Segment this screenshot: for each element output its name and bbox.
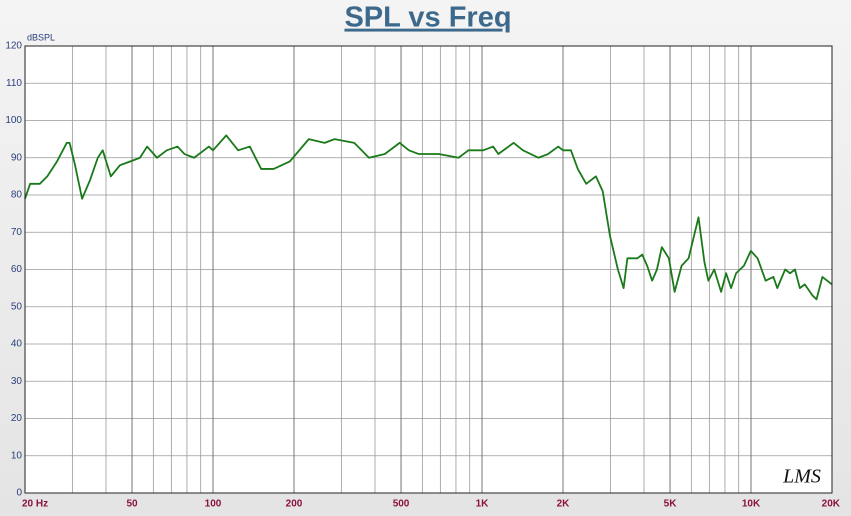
x-tick-label: 20K <box>822 499 841 510</box>
x-tick-label: 10K <box>742 499 761 510</box>
y-tick-label: 30 <box>11 376 23 387</box>
y-tick-label: 70 <box>11 227 23 238</box>
y-tick-label: 10 <box>11 450 23 461</box>
y-tick-label: 100 <box>5 115 22 126</box>
chart-title: SPL vs Freq <box>344 2 511 34</box>
y-tick-label: 120 <box>5 41 22 52</box>
x-tick-label: 100 <box>205 499 222 510</box>
watermark: LMS <box>782 466 821 488</box>
y-tick-label: 0 <box>16 488 22 499</box>
x-tick-label: 5K <box>664 499 678 510</box>
y-tick-label: 20 <box>11 413 23 424</box>
y-tick-label: 60 <box>11 264 23 275</box>
x-tick-label: 500 <box>393 499 410 510</box>
x-tick-label: 200 <box>286 499 303 510</box>
y-tick-label: 110 <box>6 78 22 89</box>
y-tick-label: 40 <box>11 339 23 350</box>
y-tick-label: 90 <box>11 152 23 163</box>
x-tick-label: 20 Hz <box>22 499 48 510</box>
response-curve <box>24 134 833 301</box>
y-tick-label: 50 <box>11 301 23 312</box>
plot-border <box>24 45 833 494</box>
x-tick-label: 50 <box>126 499 138 510</box>
x-tick-label: 1K <box>476 499 490 510</box>
y-tick-label: 80 <box>11 190 23 201</box>
y-axis-label: dBSPL <box>27 32 55 42</box>
x-tick-label: 2K <box>557 499 571 510</box>
